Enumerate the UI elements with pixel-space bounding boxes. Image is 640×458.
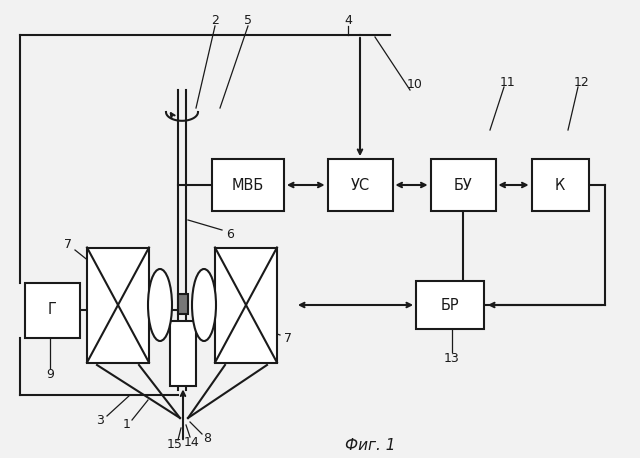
Bar — [87, 247, 149, 362]
Text: 5: 5 — [244, 13, 252, 27]
Text: 6: 6 — [226, 229, 234, 241]
Text: 7: 7 — [64, 239, 72, 251]
Text: 7: 7 — [284, 332, 292, 344]
Text: 12: 12 — [574, 76, 590, 88]
Text: БР: БР — [441, 298, 460, 312]
Text: 2: 2 — [211, 13, 219, 27]
Bar — [24, 283, 79, 338]
Bar — [431, 159, 495, 211]
Text: 8: 8 — [203, 431, 211, 445]
Text: 4: 4 — [344, 13, 352, 27]
Text: 11: 11 — [500, 76, 516, 88]
Text: 15: 15 — [167, 438, 183, 452]
Text: 13: 13 — [444, 351, 460, 365]
Bar — [170, 321, 196, 386]
Text: К: К — [555, 178, 565, 192]
Text: УС: УС — [351, 178, 369, 192]
Text: Г: Г — [47, 302, 56, 317]
Text: 1: 1 — [123, 419, 131, 431]
Text: МВБ: МВБ — [232, 178, 264, 192]
Text: 9: 9 — [46, 369, 54, 382]
Text: Фиг. 1: Фиг. 1 — [345, 437, 396, 453]
Bar — [416, 281, 484, 329]
Bar — [178, 294, 188, 314]
Ellipse shape — [192, 269, 216, 341]
Ellipse shape — [148, 269, 172, 341]
Bar — [531, 159, 589, 211]
Text: БУ: БУ — [454, 178, 472, 192]
Bar — [328, 159, 392, 211]
Bar — [215, 247, 277, 362]
Text: 10: 10 — [407, 78, 423, 92]
Text: 14: 14 — [184, 436, 200, 448]
Bar — [212, 159, 284, 211]
Text: 3: 3 — [96, 414, 104, 426]
